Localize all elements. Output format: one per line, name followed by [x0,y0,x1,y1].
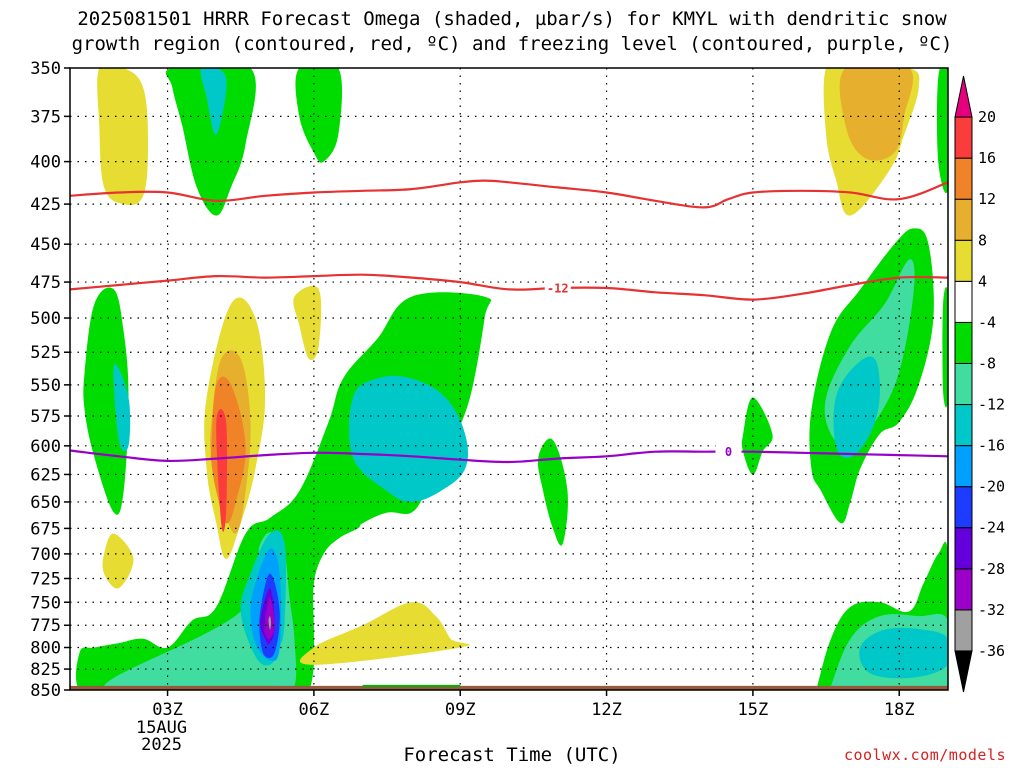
colorbar-box [954,116,973,159]
x-tick-sublabel: 2025 [141,735,182,755]
omega-shading [70,68,948,690]
colorbar-box [954,486,973,529]
plot-frame [69,67,949,691]
omega-region-5 [839,68,914,161]
omega-region-0 [97,68,148,206]
x-tick-label: 03Z [152,700,183,720]
colorbar-bottom-triangle [954,650,973,693]
omega-region-3 [295,68,343,163]
isotherm-line-1 [70,179,948,209]
x-tick-sublabel: 15AUG [136,718,187,738]
colorbar-box [954,362,973,406]
y-tick-label: 350 [30,59,61,79]
colorbar-box [954,280,973,323]
omega-region-29 [833,356,880,459]
colorbar-label: -12 [978,396,1005,414]
isotherm-line-0-label-bg [544,280,571,295]
y-tick-label: 575 [30,407,61,427]
y-tick-label: 775 [30,616,61,636]
colorbar-label: -4 [978,313,996,331]
credit-link[interactable]: coolwx.com/models [843,746,1006,764]
y-tick-label: 800 [30,639,61,659]
y-tick-label: 850 [30,681,61,701]
colorbar-label: -16 [978,437,1005,455]
colorbar-label: -24 [978,519,1005,537]
x-tick-label: 15Z [738,700,769,720]
ground-band [70,685,948,690]
chart-title-line-1: 2025081501 HRRR Forecast Omega (shaded, … [77,8,947,30]
y-tick-label: 550 [30,376,61,396]
omega-region-2 [200,68,227,135]
isotherm-line-0 [70,273,948,301]
omega-region-26 [741,397,773,475]
y-tick-label: 650 [30,493,61,513]
colorbar-top-triangle [954,75,973,118]
omega-region-24 [299,602,470,665]
colorbar-label: 16 [978,149,996,167]
colorbar-box [954,527,973,570]
y-tick-label: 400 [30,153,61,173]
colorbar: -36 -32 -28 -24 -20 -16 -12 -8 -4 4 8 12 16 20 [954,75,1005,693]
freezing-level-line [70,449,948,464]
axes: 350 375 400 425 450 475 500 525 550 575 600 625 650 6… [30,59,949,755]
colorbar-box [954,609,973,652]
omega-region-1 [165,68,256,216]
x-tick-label: 06Z [299,700,330,720]
omega-region-13 [293,285,322,361]
colorbar-box [954,321,973,364]
omega-region-16 [104,532,297,690]
colorbar-label: -32 [978,601,1005,619]
y-tick-label: 450 [30,235,61,255]
y-tick-label: 475 [30,273,61,293]
y-tick-label: 675 [30,519,61,539]
x-axis-label: Forecast Time (UTC) [403,744,621,766]
colorbar-label: -36 [978,642,1005,660]
freezing-level-line-label: 0 [725,445,732,459]
omega-region-22 [268,616,271,630]
colorbar-label: 8 [978,231,987,249]
y-tick-label: 375 [30,107,61,127]
chart-title-line-2: growth region (contoured, red, ºC) and f… [71,33,953,55]
y-tick-label: 525 [30,343,61,363]
colorbar-label: 20 [978,108,996,126]
y-tick-label: 500 [30,309,61,329]
contour-lines: -12 0 [70,179,948,464]
colorbar-label: 12 [978,190,996,208]
omega-region-6 [936,68,948,194]
colorbar-box [954,239,973,282]
colorbar-box [954,445,973,488]
grid-lines [70,68,948,690]
y-tick-label: 600 [30,437,61,457]
y-tick-label: 725 [30,569,61,589]
omega-region-25 [537,438,568,546]
y-tick-label: 825 [30,660,61,680]
omega-region-33 [859,627,948,679]
freezing-level-line-label-bg [715,444,742,459]
colorbar-label: -28 [978,560,1005,578]
omega-region-23 [348,375,469,502]
omega-region-8 [113,364,131,452]
colorbar-box [954,198,973,241]
isotherm-line-0-label: -12 [547,281,569,295]
colorbar-label: 4 [978,272,987,290]
omega-region-7 [83,287,129,515]
omega-region-14 [102,533,134,589]
x-tick-label: 09Z [445,700,476,720]
x-tick-label: 18Z [884,700,915,720]
colorbar-box [954,404,973,447]
y-tick-label: 625 [30,465,61,485]
omega-region-30 [942,287,948,408]
x-tick-label: 12Z [591,700,622,720]
colorbar-box [954,568,973,611]
y-tick-label: 700 [30,545,61,565]
y-tick-label: 750 [30,593,61,613]
y-tick-label: 425 [30,195,61,215]
colorbar-label: -8 [978,354,996,372]
colorbar-box [954,157,973,200]
omega-region-12 [216,409,228,532]
colorbar-label: -20 [978,478,1005,496]
